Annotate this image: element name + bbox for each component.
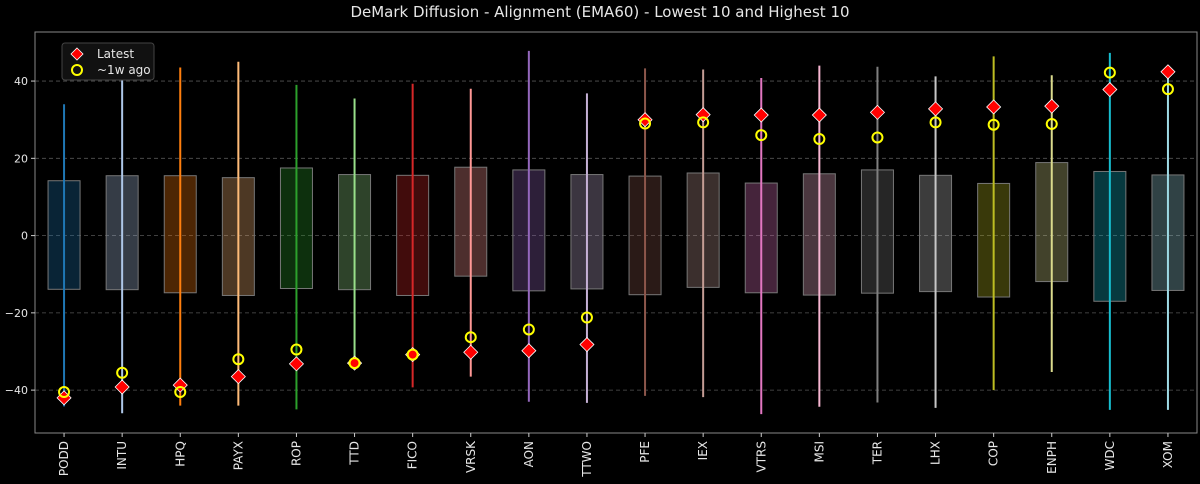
legend-box: [61, 42, 155, 81]
prev-marker-TER: [871, 131, 884, 144]
chart-title: DeMark Diffusion - Alignment (EMA60) - L…: [350, 3, 849, 21]
x-tick-label-VRSK: VRSK: [464, 440, 478, 473]
y-tick-label: 40: [14, 75, 28, 88]
latest-marker-PAYX: [230, 369, 246, 385]
prev-marker-VRSK: [464, 331, 477, 344]
latest-marker-COP: [986, 99, 1002, 115]
legend-prev-label: ~1w ago: [97, 63, 151, 77]
x-tick-label-HPQ: HPQ: [173, 441, 187, 467]
latest-marker-MSI: [811, 107, 827, 123]
prev-marker-ENPH: [1045, 117, 1058, 130]
prev-marker-AON: [522, 323, 535, 336]
prev-marker-COP: [987, 118, 1000, 131]
legend-latest-marker: [70, 47, 84, 61]
y-tick-label: 20: [14, 152, 28, 165]
legend-latest-label: Latest: [97, 47, 134, 61]
latest-marker-INTU: [114, 379, 130, 395]
x-tick-label-INTU: INTU: [115, 441, 129, 470]
x-tick-label-ENPH: ENPH: [1045, 441, 1059, 474]
latest-marker-ENPH: [1044, 98, 1060, 114]
latest-marker-TER: [869, 104, 886, 120]
y-tick-label: −20: [5, 307, 28, 320]
latest-marker-TTWO: [579, 336, 595, 353]
prev-marker-IEX: [697, 116, 710, 129]
prev-marker-FICO: [406, 348, 419, 361]
latest-marker-AON: [521, 343, 537, 359]
latest-marker-VRSK: [463, 344, 479, 360]
prev-marker-TTWO: [580, 311, 593, 324]
legend: Latest ~1w ago: [61, 42, 155, 81]
x-tick-label-TTWO: TTWO: [580, 441, 594, 478]
x-tick-label-COP: COP: [987, 441, 1001, 466]
prev-marker-PODD: [58, 386, 71, 399]
x-tick-label-IEX: IEX: [696, 441, 710, 460]
x-tick-label-ROP: ROP: [289, 441, 303, 466]
latest-marker-LHX: [927, 101, 944, 117]
x-tick-label-VTRS: VTRS: [754, 441, 768, 473]
x-tick-label-AON: AON: [522, 441, 536, 467]
latest-marker-XOM: [1160, 64, 1176, 80]
x-tick-label-TER: TER: [870, 441, 884, 465]
x-tick-label-PODD: PODD: [57, 441, 71, 476]
x-tick-label-PAYX: PAYX: [231, 441, 245, 470]
prev-marker-MSI: [813, 133, 826, 146]
plot-frame: [34, 31, 1198, 434]
y-tick-label: 0: [21, 230, 28, 243]
prev-marker-TTD: [348, 357, 361, 370]
x-tick-label-WDC: WDC: [1103, 441, 1117, 470]
latest-marker-ROP: [288, 356, 305, 372]
latest-marker-WDC: [1102, 81, 1118, 98]
y-tick-label: −40: [5, 384, 28, 397]
prev-marker-INTU: [116, 366, 129, 379]
prev-marker-PFE: [639, 117, 652, 130]
latest-marker-VTRS: [753, 107, 769, 123]
x-tick-label-LHX: LHX: [929, 441, 943, 465]
prev-marker-ROP: [290, 343, 303, 356]
prev-marker-WDC: [1103, 66, 1116, 79]
prev-marker-LHX: [929, 116, 942, 129]
latest-marker-PFE: [637, 112, 653, 128]
x-tick-label-FICO: FICO: [406, 441, 420, 469]
x-tick-label-XOM: XOM: [1161, 441, 1175, 468]
prev-marker-HPQ: [174, 386, 187, 399]
x-tick-label-PFE: PFE: [638, 441, 652, 463]
prev-marker-XOM: [1161, 83, 1174, 96]
legend-prev-marker: [71, 64, 83, 76]
prev-marker-PAYX: [232, 353, 245, 366]
x-tick-label-TTD: TTD: [348, 441, 362, 466]
x-tick-label-MSI: MSI: [812, 441, 826, 463]
prev-marker-VTRS: [755, 129, 768, 142]
